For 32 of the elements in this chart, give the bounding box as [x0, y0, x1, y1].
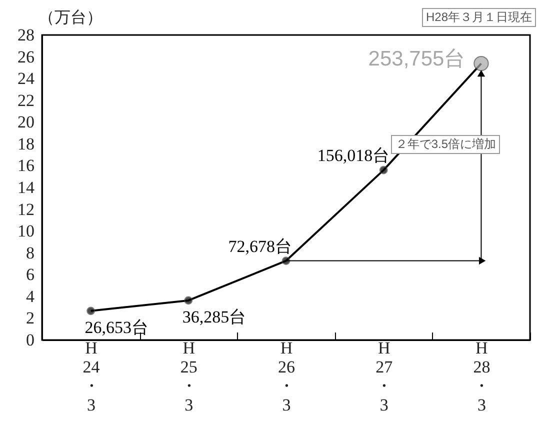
y-tick-label: 18: [18, 134, 34, 154]
text: 72,678台: [228, 236, 292, 256]
x-tick-label: H26・3: [278, 338, 295, 414]
y-tick-label: 2: [26, 308, 34, 328]
x-tick-label: H27・3: [376, 338, 394, 414]
text: 26,653台: [84, 318, 149, 337]
point: [282, 256, 290, 266]
x-tick-label: H24・3: [82, 338, 100, 414]
y-tick-label: 0: [26, 330, 34, 350]
text: 253,755台: [368, 48, 466, 71]
y-tick-label: 24: [18, 69, 35, 88]
y-tick-label: 28: [18, 26, 34, 44]
text: 36,285台: [182, 307, 246, 326]
point: [86, 306, 96, 316]
point: [379, 166, 388, 174]
text: H28年３月１日現在: [422, 8, 536, 27]
point: [184, 296, 193, 305]
y-tick-label: 6: [26, 265, 34, 284]
x-tick-label: H28・3: [473, 338, 490, 414]
x-tick-label: H25・3: [180, 338, 198, 414]
y-tick-label: 14: [18, 178, 35, 197]
y-tick-label: 22: [18, 90, 34, 110]
y-tick-label: 8: [26, 243, 34, 262]
y-tick-label: 10: [18, 222, 34, 241]
text: 156,018台: [317, 146, 390, 166]
y-tick-label: 16: [18, 156, 34, 176]
y-tick-label: 26: [18, 47, 34, 66]
y-axis-title: （万台）: [38, 8, 102, 26]
y-tick-label: 20: [18, 112, 34, 132]
y-tick-label: 12: [18, 200, 34, 219]
annotation: ２年で3.5倍に増加: [391, 135, 500, 154]
y-tick-label: 4: [26, 286, 35, 306]
